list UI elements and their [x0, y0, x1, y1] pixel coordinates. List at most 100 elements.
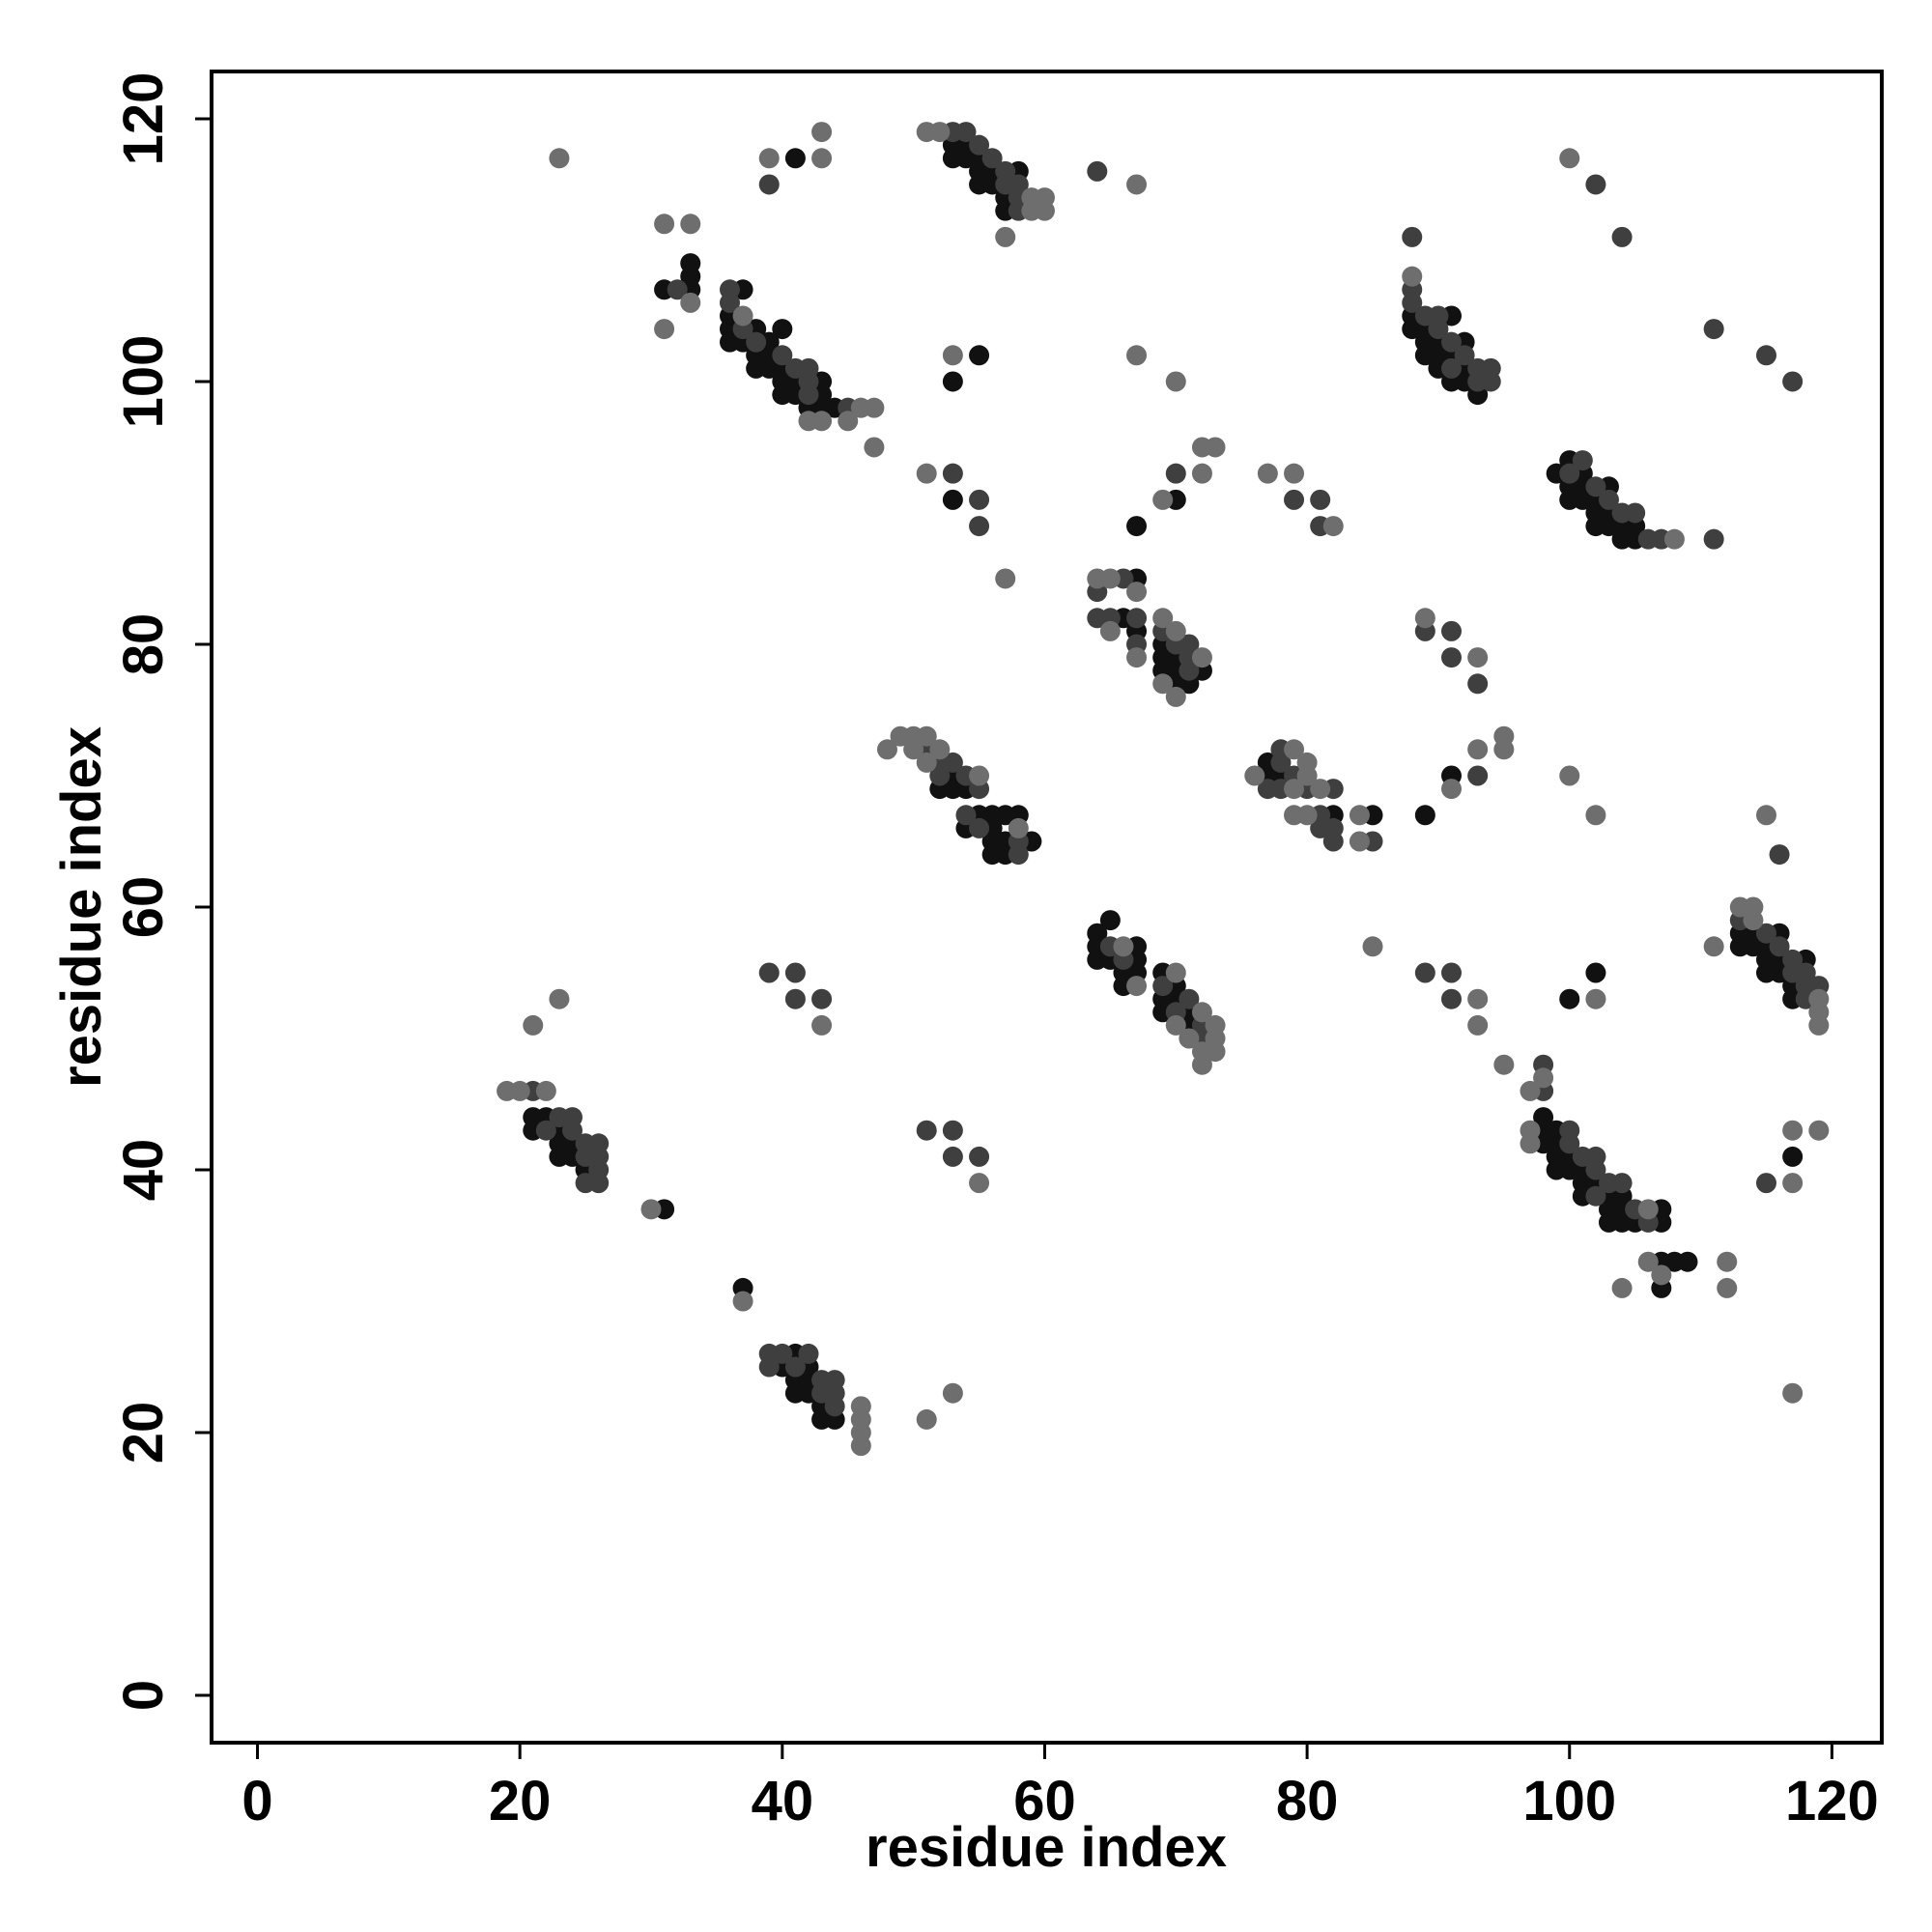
contact-point — [588, 1173, 610, 1194]
contact-point — [969, 345, 990, 366]
contact-point — [916, 1408, 937, 1430]
contact-point — [1126, 647, 1148, 668]
y-tick-label: 40 — [112, 1139, 175, 1202]
contact-point — [1441, 357, 1463, 379]
contact-point — [1152, 673, 1174, 695]
contact-point — [1441, 620, 1463, 641]
contact-point — [1152, 608, 1174, 629]
contact-point — [772, 345, 793, 366]
contact-point — [1559, 988, 1580, 1009]
contact-point — [1585, 476, 1606, 497]
contact-point — [1585, 1185, 1606, 1207]
contact-point — [1467, 988, 1489, 1009]
contact-point — [1126, 582, 1148, 603]
contact-point — [942, 489, 963, 510]
x-axis-title: residue index — [866, 1816, 1227, 1879]
contact-point — [942, 1382, 963, 1404]
contact-point — [929, 765, 951, 786]
contact-point — [1296, 752, 1318, 773]
contact-point — [1559, 765, 1580, 786]
contact-point — [1611, 226, 1633, 247]
contact-point — [1205, 1041, 1226, 1063]
contact-point — [850, 1435, 871, 1457]
contact-point — [1611, 1277, 1633, 1298]
contact-point — [969, 765, 990, 786]
contact-point — [1244, 765, 1265, 786]
contact-point — [680, 292, 701, 313]
contact-point — [758, 962, 780, 983]
contact-point — [1441, 331, 1463, 353]
contact-point — [1152, 976, 1174, 997]
contact-point — [903, 739, 924, 760]
contact-point — [798, 1343, 819, 1364]
contact-point — [1585, 174, 1606, 195]
x-tick-label: 120 — [1785, 1770, 1879, 1833]
contact-point — [1493, 739, 1515, 760]
contact-point — [995, 568, 1016, 589]
contact-point — [1099, 910, 1121, 931]
contact-point — [1637, 1251, 1659, 1272]
contact-point — [876, 739, 897, 760]
contact-point — [1126, 174, 1148, 195]
contact-point — [1743, 910, 1764, 931]
contact-point — [1191, 1002, 1212, 1023]
contact-point — [1191, 647, 1212, 668]
contact-point — [969, 1146, 990, 1167]
contact-point — [1008, 817, 1029, 838]
contact-point — [1651, 1264, 1672, 1286]
x-tick-label: 60 — [1013, 1770, 1076, 1833]
contact-point — [1179, 1028, 1200, 1049]
contact-point — [1703, 319, 1724, 340]
contact-point — [1165, 686, 1186, 707]
contact-point — [811, 988, 833, 1009]
contact-point — [1441, 779, 1463, 800]
contact-point — [1585, 962, 1606, 983]
contact-point — [1467, 765, 1489, 786]
contact-point — [1284, 779, 1305, 800]
contact-point — [1126, 608, 1148, 629]
contact-point — [1152, 489, 1174, 510]
contact-point — [1310, 489, 1331, 510]
contact-point — [667, 279, 688, 300]
contact-point — [995, 226, 1016, 247]
contact-point — [1454, 345, 1475, 366]
contact-point — [549, 148, 570, 169]
contact-point — [1520, 1133, 1541, 1154]
contact-point — [509, 1080, 530, 1101]
contact-point — [1441, 962, 1463, 983]
contact-point — [1165, 620, 1186, 641]
contact-point — [1703, 936, 1724, 957]
contact-point — [1611, 1173, 1633, 1194]
contact-point — [640, 1199, 662, 1220]
contact-point — [1034, 200, 1055, 221]
plot-frame — [210, 70, 1884, 1745]
contact-point — [1113, 936, 1134, 957]
contact-point — [1165, 463, 1186, 484]
contact-point — [824, 1396, 845, 1417]
contact-point — [549, 988, 570, 1009]
contact-point — [942, 345, 963, 366]
contact-point — [1441, 647, 1463, 668]
contact-point — [1284, 463, 1305, 484]
contact-point — [1414, 805, 1435, 826]
contact-point — [916, 1120, 937, 1141]
contact-point — [969, 1173, 990, 1194]
contact-point — [1414, 608, 1435, 629]
contact-point — [1257, 463, 1278, 484]
contact-point — [1467, 739, 1489, 760]
contact-point — [732, 305, 753, 327]
contact-point — [1755, 1173, 1776, 1194]
contact-point — [758, 1356, 780, 1378]
contact-point — [1165, 1014, 1186, 1036]
contact-point — [1769, 844, 1790, 866]
contact-point — [1480, 371, 1501, 392]
contact-point — [1782, 1173, 1804, 1194]
contact-point — [535, 1120, 556, 1141]
contact-point — [811, 122, 833, 143]
contact-point — [1349, 831, 1370, 852]
contact-point — [772, 319, 793, 340]
contact-point — [523, 1014, 544, 1036]
contact-point — [1310, 779, 1331, 800]
contact-point — [680, 213, 701, 235]
contact-point — [955, 122, 977, 143]
